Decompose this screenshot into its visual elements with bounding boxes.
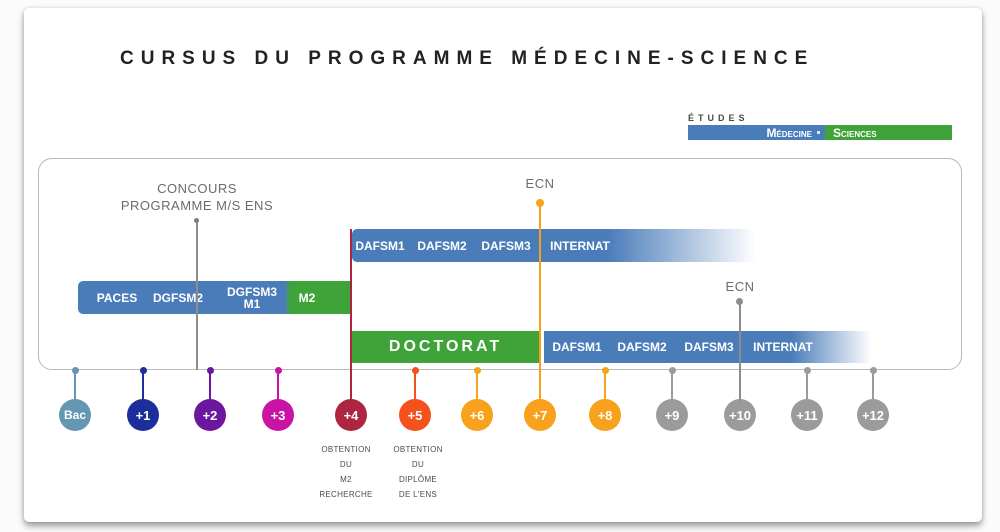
ecn-top-marker-line	[539, 204, 541, 401]
bar-segment-label: M2	[298, 290, 316, 305]
timeline-year-label: +4	[343, 407, 359, 423]
bar-segment-label: M1	[243, 296, 261, 311]
bar-segment-label: DGFSM3	[226, 284, 278, 299]
footnote-line: DU	[339, 460, 353, 469]
medicine-track-upper: DAFSM1 DAFSM2 DAFSM3 INTERNAT	[352, 229, 764, 262]
timeline-stem-dot	[139, 367, 147, 374]
timeline-year-badge: +2	[194, 399, 226, 431]
timeline-stem	[277, 371, 279, 401]
timeline-year-label: +12	[861, 407, 885, 423]
pre-clinical-track: PACES DGFSM2 DGFSM3 M1 M2	[78, 281, 350, 314]
footnote-line: OBTENTION	[393, 445, 443, 454]
timeline-year-label: +6	[469, 407, 485, 423]
concours-marker-line	[196, 222, 198, 370]
timeline-stem-dot	[473, 367, 481, 374]
bar-segment-label: DAFSM1	[552, 340, 602, 354]
doctorat-label: DOCTORAT	[388, 338, 503, 355]
timeline-stem	[209, 371, 211, 401]
bar-segment-label: DAFSM1	[355, 238, 405, 253]
timeline-stem	[671, 371, 673, 401]
concours-marker-dot	[194, 218, 199, 223]
timeline-year-label: +2	[202, 407, 218, 423]
timeline-stem-dot	[206, 367, 214, 374]
page-title: CURSUS DU PROGRAMME MÉDECINE-SCIENCE	[120, 48, 815, 69]
footnote-m2-recherche: OBTENTION DU M2 RECHERCHE	[306, 442, 386, 502]
legend-bar: Médecine Sciences	[688, 125, 952, 140]
footnote-line: DIPLÔME	[398, 475, 438, 484]
timeline-stem-dot	[668, 367, 676, 374]
bar-segment-label: DAFSM3	[684, 340, 734, 354]
legend-heading: ÉTUDES	[688, 113, 749, 123]
footnote-line: M2	[340, 475, 352, 484]
timeline-stem-dot	[803, 367, 811, 374]
timeline-year-badge: +6	[461, 399, 493, 431]
timeline-year-badge: +4	[335, 399, 367, 431]
timeline-year-badge: +11	[791, 399, 823, 431]
timeline-stem-dot	[274, 367, 282, 374]
timeline-year-badge: +12	[857, 399, 889, 431]
footnote-diplome-ens: OBTENTION DU DIPLÔME DE L'ENS	[378, 442, 458, 502]
timeline-stem	[142, 371, 144, 401]
bar-segment-label: DGFSM2	[152, 290, 204, 305]
timeline-stem	[604, 371, 606, 401]
timeline-stem	[476, 371, 478, 401]
timeline-stem-dot	[411, 367, 419, 374]
bar-segment-label: PACES	[96, 290, 138, 305]
bar-segment-label: DAFSM2	[617, 340, 667, 354]
bar-segment-label: DAFSM2	[417, 238, 467, 253]
timeline-year-label: +3	[270, 407, 286, 423]
timeline-year-badge: +8	[589, 399, 621, 431]
bar-segment-label: INTERNAT	[550, 238, 610, 253]
timeline-year-label: +1	[135, 407, 151, 423]
timeline-year-label: +8	[597, 407, 613, 423]
footnote-line: OBTENTION	[321, 445, 371, 454]
footnote-line: DE L'ENS	[398, 490, 438, 499]
ecn-label-right: ECN	[725, 279, 755, 294]
footnote-line: RECHERCHE	[319, 490, 373, 499]
timeline-stem	[414, 371, 416, 401]
doctorat-track: DOCTORAT	[352, 331, 539, 363]
ecn-top-marker-dot	[536, 199, 544, 207]
ecn-right-marker-line	[739, 302, 741, 401]
timeline-year-badge: +10	[724, 399, 756, 431]
timeline-stem-dot	[601, 367, 609, 374]
legend-medicine-label: Médecine	[766, 125, 812, 140]
bar-segment-label: DAFSM3	[481, 238, 531, 253]
concours-label-line1: CONCOURS	[157, 181, 237, 196]
concours-label: CONCOURS PROGRAMME M/S ENS	[121, 180, 273, 214]
concours-label-line2: PROGRAMME M/S ENS	[120, 198, 274, 213]
legend-sciences-segment: Sciences	[825, 125, 952, 140]
timeline-year-label: +11	[796, 407, 818, 423]
timeline-year-badge: +1	[127, 399, 159, 431]
timeline-year-label: +10	[728, 407, 752, 423]
timeline-year-badge: +9	[656, 399, 688, 431]
timeline-year-label: +7	[532, 407, 548, 423]
bar-segment-label: INTERNAT	[753, 340, 813, 354]
ecn-right-marker-dot	[736, 298, 743, 305]
footnote-line: DU	[411, 460, 425, 469]
timeline-stem-dot	[869, 367, 877, 374]
timeline-year-badge: Bac	[59, 399, 91, 431]
timeline-year-badge: +7	[524, 399, 556, 431]
timeline-year-label: +5	[407, 407, 423, 423]
timeline-stem	[872, 371, 874, 401]
timeline-year-badge: +5	[399, 399, 431, 431]
bar-segment-label-stacked: DGFSM3 M1	[227, 286, 277, 310]
timeline-year-badge: +3	[262, 399, 294, 431]
timeline-year-label: +9	[664, 407, 680, 423]
legend: ÉTUDES Médecine Sciences	[688, 113, 952, 140]
timeline-stem	[74, 371, 76, 401]
ecn-label-top: ECN	[525, 176, 555, 191]
legend-medicine-segment: Médecine	[688, 125, 825, 140]
timeline-year-label: Bac	[63, 408, 86, 422]
m2-milestone-line	[350, 229, 352, 401]
legend-sciences-label: Sciences	[833, 125, 877, 140]
medicine-track-lower: DAFSM1 DAFSM2 DAFSM3 INTERNAT	[544, 331, 878, 363]
legend-separator-dot	[817, 131, 820, 134]
timeline-stem-dot	[71, 367, 79, 374]
timeline-stem	[806, 371, 808, 401]
